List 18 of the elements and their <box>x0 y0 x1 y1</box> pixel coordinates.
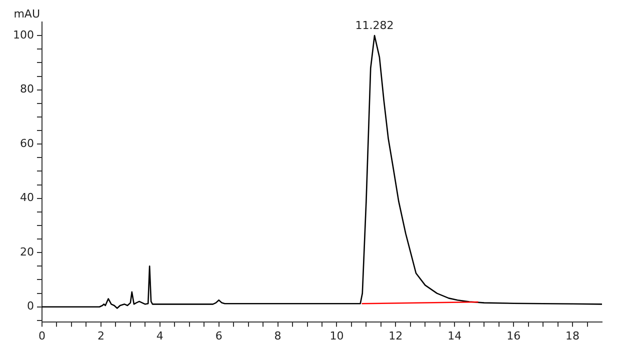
y-axis-title: mAU <box>14 7 40 20</box>
y-tick-label: 80 <box>20 82 34 96</box>
x-tick-label: 0 <box>38 329 46 342</box>
x-tick-label: 6 <box>215 329 222 342</box>
y-tick-label: 0 <box>26 300 34 313</box>
y-tick-label: 40 <box>20 191 34 204</box>
y-tick-label: 60 <box>20 136 34 150</box>
x-tick-label: 10 <box>330 329 344 342</box>
y-tick-label: 100 <box>12 28 34 42</box>
x-tick-label: 12 <box>388 329 403 342</box>
x-tick-label: 4 <box>156 329 164 342</box>
x-tick-label: 16 <box>506 329 521 342</box>
x-tick-label: 18 <box>566 329 580 342</box>
y-tick-label: 20 <box>20 245 34 258</box>
annotation: 11.282 <box>355 18 394 32</box>
x-tick-label: 8 <box>274 329 282 342</box>
x-tick-label: 14 <box>448 329 462 342</box>
x-tick-label: 2 <box>97 329 104 342</box>
